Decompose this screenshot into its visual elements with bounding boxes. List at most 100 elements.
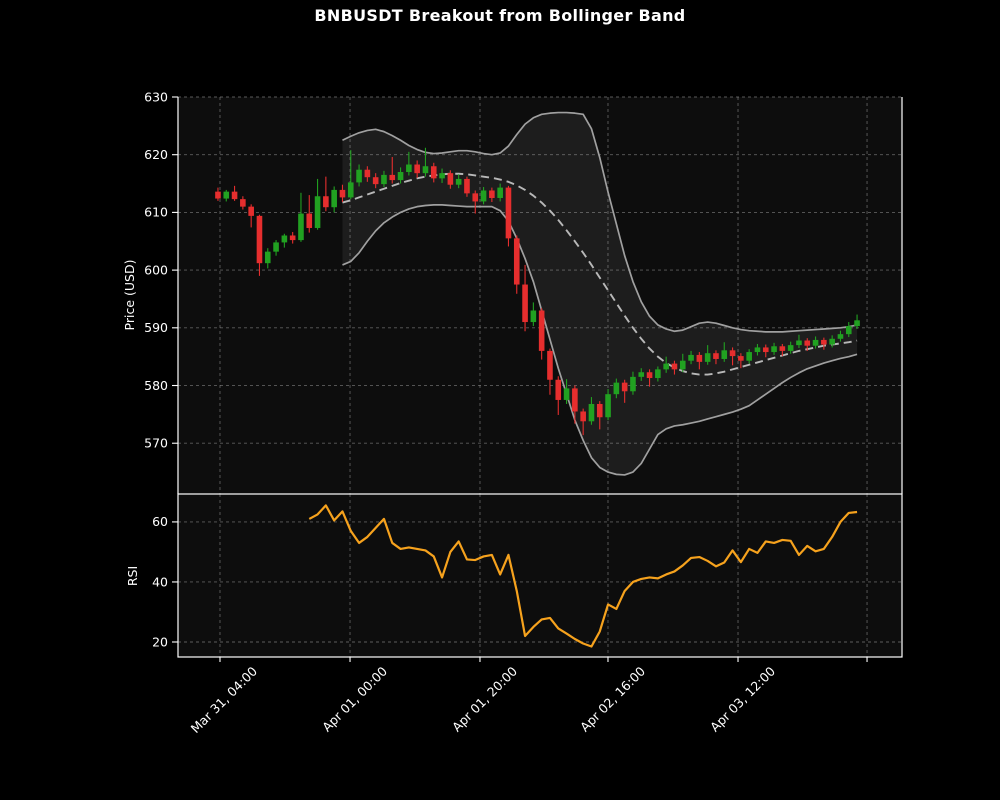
candle-body <box>497 187 503 198</box>
candle-body <box>588 403 595 422</box>
candle-body <box>522 284 528 323</box>
candle-body <box>729 350 736 357</box>
candle-body <box>397 172 404 181</box>
x-tick-label: Apr 03, 12:00 <box>707 663 778 734</box>
y-tick-label: 60 <box>152 514 168 529</box>
candle-body <box>754 347 761 353</box>
candle-body <box>331 189 337 208</box>
candle-body <box>779 346 786 351</box>
candle-body <box>347 182 354 198</box>
candle-body <box>480 190 487 202</box>
candle-body <box>372 177 379 185</box>
chart-title: BNBUSDT Breakout from Bollinger Band <box>314 6 686 25</box>
candle-body <box>289 235 296 241</box>
candle-body <box>314 196 321 228</box>
candle-body <box>339 189 346 198</box>
candle-body <box>248 206 254 216</box>
y-tick-label: 610 <box>144 205 168 220</box>
x-tick-label: Apr 02, 16:00 <box>577 663 648 734</box>
candle-body <box>563 388 570 400</box>
y-tick-label: 630 <box>144 89 168 104</box>
candle-body <box>530 310 537 323</box>
candle-body <box>464 178 470 194</box>
candle-body <box>845 326 852 335</box>
y-tick-label: 580 <box>144 378 168 393</box>
candle-body <box>630 376 636 392</box>
price-panel-bg <box>178 97 902 494</box>
candle-body <box>555 379 562 400</box>
candle-body <box>356 169 362 183</box>
candle-body <box>688 354 694 361</box>
x-tick-label: Mar 31, 04:00 <box>188 663 260 735</box>
x-tick-label: Apr 01, 00:00 <box>319 663 390 734</box>
candle-body <box>240 199 246 207</box>
candle-body <box>572 388 578 412</box>
candle-body <box>671 363 678 370</box>
candle-body <box>364 169 371 178</box>
candle-body <box>231 191 238 200</box>
rsi-line <box>308 504 858 648</box>
candle-body <box>281 235 288 243</box>
candle-body <box>264 251 271 264</box>
candle-body <box>513 238 520 285</box>
rsi-panel-bg <box>178 494 902 657</box>
candle-body <box>273 242 279 252</box>
rsi-axis-label: RSI <box>125 566 140 586</box>
candle-body <box>455 178 462 185</box>
candle-body <box>713 353 719 359</box>
candle-body <box>323 196 329 208</box>
candle-body <box>472 193 479 202</box>
y-tick-label: 620 <box>144 147 168 162</box>
candle-body <box>381 174 387 185</box>
candle-body <box>663 363 669 370</box>
y-tick-label: 590 <box>144 320 168 335</box>
candle-body <box>430 166 437 179</box>
candle-body <box>439 173 445 179</box>
candle-body <box>638 372 645 377</box>
candle-body <box>447 173 454 185</box>
candle-body <box>414 164 420 174</box>
bollinger-middle-line <box>342 172 858 376</box>
candle-body <box>406 164 412 173</box>
axis-spine-rsi <box>177 493 903 658</box>
candle-body <box>298 213 304 241</box>
candle-body <box>704 353 711 362</box>
candle-body <box>655 369 661 379</box>
candle-body <box>505 187 512 239</box>
candle-body <box>256 215 263 264</box>
candle-body <box>580 411 586 422</box>
candle-body <box>489 190 495 198</box>
candle-body <box>804 340 811 346</box>
candle-body <box>613 382 620 395</box>
candle-body <box>829 338 835 345</box>
candle-body <box>738 356 744 361</box>
candle-body <box>223 191 230 199</box>
candle-body <box>596 403 603 418</box>
candle-body <box>538 310 545 351</box>
bollinger-lower-line <box>342 204 858 476</box>
candle-body <box>621 382 628 392</box>
candle-body <box>787 345 794 351</box>
y-tick-label: 20 <box>152 634 168 649</box>
candle-body <box>762 347 769 353</box>
candle-body <box>679 360 686 370</box>
candle-body <box>696 354 703 362</box>
bollinger-upper-line <box>342 111 858 333</box>
candle-body <box>646 372 653 379</box>
candle-body <box>837 334 844 339</box>
price-axis-label: Price (USD) <box>122 260 137 331</box>
candle-body <box>771 346 777 353</box>
bollinger-fill <box>342 112 858 475</box>
candle-body <box>796 340 802 346</box>
candle-body <box>854 320 860 327</box>
x-tick-label: Apr 01, 20:00 <box>449 663 520 734</box>
candle-body <box>306 213 313 228</box>
candle-body <box>746 352 752 361</box>
y-tick-label: 40 <box>152 574 168 589</box>
candle-body <box>215 191 221 199</box>
candle-body <box>812 339 819 346</box>
candle-body <box>547 350 553 380</box>
y-tick-label: 600 <box>144 262 168 277</box>
